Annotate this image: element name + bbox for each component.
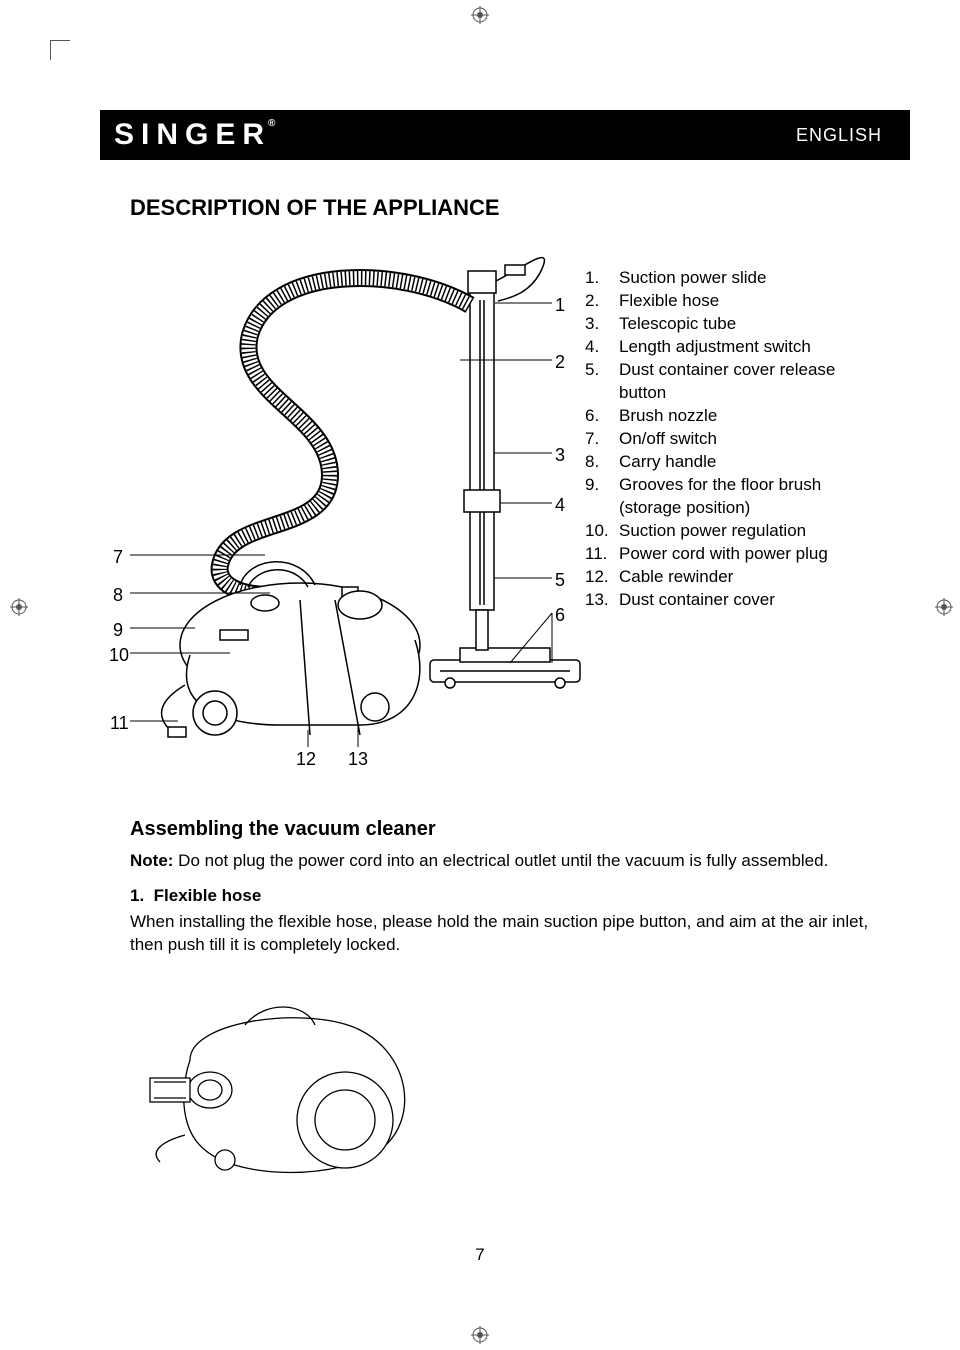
list-item: 9.Grooves for the floor brush (storage p… <box>585 473 875 519</box>
assembly-note: Note: Do not plug the power cord into an… <box>130 850 870 872</box>
callout-8: 8 <box>113 585 123 606</box>
registration-mark-right <box>935 598 953 616</box>
callout-4: 4 <box>555 495 565 516</box>
callout-6: 6 <box>555 605 565 626</box>
section-title-assembling: Assembling the vacuum cleaner <box>130 818 436 841</box>
callout-13: 13 <box>348 749 368 770</box>
callout-5: 5 <box>555 570 565 591</box>
list-item: 3.Telescopic tube <box>585 312 875 335</box>
brand-text: SINGER <box>114 118 271 151</box>
assembly-diagram <box>130 970 430 1195</box>
list-item: 13.Dust container cover <box>585 588 875 611</box>
callout-3: 3 <box>555 445 565 466</box>
page-number: 7 <box>0 1245 960 1265</box>
list-item: 7.On/off switch <box>585 427 875 450</box>
list-item: 10.Suction power regulation <box>585 519 875 542</box>
brand-reg: ® <box>268 118 275 129</box>
callout-10: 10 <box>109 645 129 666</box>
list-item: 5.Dust container cover release button <box>585 358 875 404</box>
list-item: 2.Flexible hose <box>585 289 875 312</box>
note-text: Do not plug the power cord into an elect… <box>173 851 828 870</box>
list-item: 11.Power cord with power plug <box>585 542 875 565</box>
registration-mark-left <box>10 598 28 616</box>
list-item: 4.Length adjustment switch <box>585 335 875 358</box>
callout-12: 12 <box>296 749 316 770</box>
list-item: 12.Cable rewinder <box>585 565 875 588</box>
section-title-description: DESCRIPTION OF THE APPLIANCE <box>130 195 500 221</box>
callout-7: 7 <box>113 547 123 568</box>
callout-11: 11 <box>110 713 129 734</box>
list-item: 8.Carry handle <box>585 450 875 473</box>
note-label: Note: <box>130 851 173 870</box>
list-item: 1.Suction power slide <box>585 266 875 289</box>
callout-2: 2 <box>555 352 565 373</box>
registration-mark-top <box>471 6 489 24</box>
language-label: ENGLISH <box>796 125 882 146</box>
step-1-title: 1. Flexible hose <box>130 886 261 906</box>
crop-mark-top-left <box>50 40 70 60</box>
brand-logo: SINGER® <box>114 118 275 152</box>
callout-9: 9 <box>113 620 123 641</box>
list-item: 6.Brush nozzle <box>585 404 875 427</box>
parts-list: 1.Suction power slide 2.Flexible hose 3.… <box>585 266 875 611</box>
header-bar: SINGER® ENGLISH <box>100 110 910 160</box>
step-1-body: When installing the flexible hose, pleas… <box>130 910 870 956</box>
registration-mark-bottom <box>471 1326 489 1344</box>
callout-1: 1 <box>555 295 565 316</box>
